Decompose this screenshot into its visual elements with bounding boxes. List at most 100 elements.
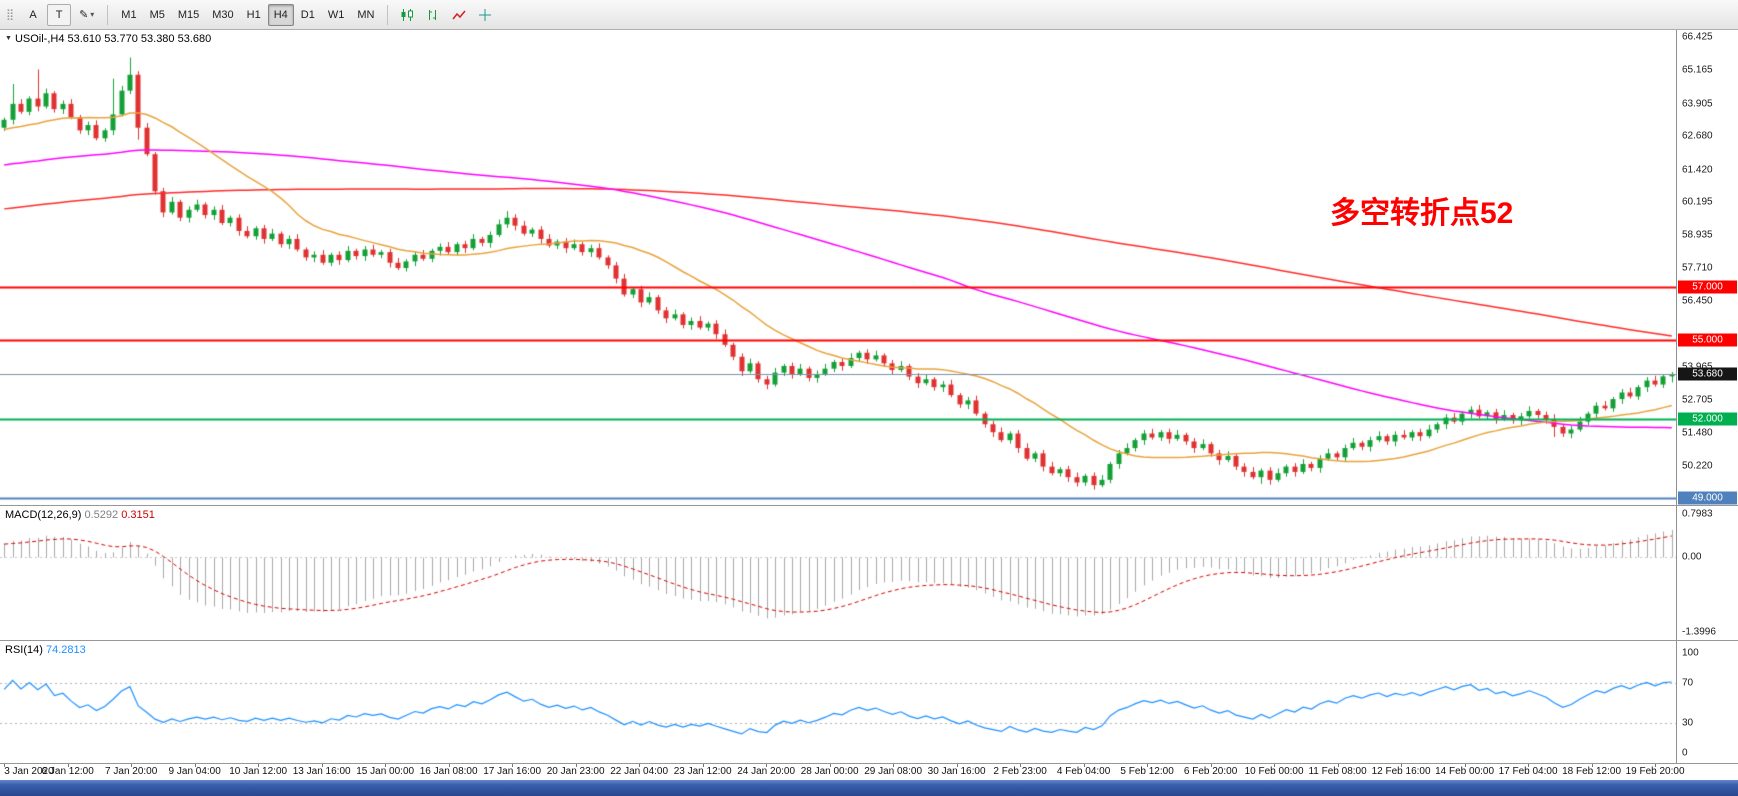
time-tick xyxy=(956,764,958,767)
time-label: 3 Jan 2020 xyxy=(4,766,54,777)
price-tick: 51.480 xyxy=(1682,427,1713,439)
timeframe-button-d1[interactable]: D1 xyxy=(300,8,315,21)
time-tick xyxy=(1591,764,1593,767)
time-label: 24 Jan 20:00 xyxy=(737,766,796,777)
time-tick xyxy=(1210,764,1212,767)
arrow-text-tool-button[interactable]: A xyxy=(29,8,37,21)
timeframe-button-m1[interactable]: M1 xyxy=(121,8,137,21)
crosshair-icon xyxy=(479,8,492,21)
price-badge-55.000: 55.000 xyxy=(1678,333,1737,347)
time-tick xyxy=(131,764,133,767)
candlestick-icon xyxy=(401,8,414,21)
line-chart-icon xyxy=(452,10,467,19)
time-tick xyxy=(702,764,704,767)
rsi-axis-30: 30 xyxy=(1682,717,1694,729)
time-tick xyxy=(575,764,577,767)
time-tick xyxy=(321,764,323,767)
time-tick xyxy=(1464,764,1466,767)
macd-signal-value: 0.3151 xyxy=(121,509,155,521)
price-tick: 66.425 xyxy=(1682,31,1713,43)
rsi-axis[interactable]: 100 70 30 0 xyxy=(1676,641,1738,763)
rsi-axis-100: 100 xyxy=(1682,647,1699,659)
macd-axis-max: 0.7983 xyxy=(1682,508,1713,520)
time-tick xyxy=(1528,764,1530,767)
timeframe-group: M1 M5 M15 M30 H1 H4 D1 W1 MN xyxy=(115,3,380,26)
time-label: 11 Feb 08:00 xyxy=(1308,766,1367,777)
time-axis-labels: 3 Jan 2020 6 Jan 12:00 7 Jan 20:00 9 Jan 04… xyxy=(0,764,1685,781)
price-badge-49.000: 49.000 xyxy=(1678,491,1737,505)
rsi-canvas[interactable] xyxy=(0,641,1676,763)
timeframe-button-m15[interactable]: M15 xyxy=(177,8,200,21)
timeframe-button-m30[interactable]: M30 xyxy=(212,8,234,21)
time-tick xyxy=(258,764,260,767)
rsi-axis-70: 70 xyxy=(1682,677,1694,689)
toolbar: ⣿ A T ✎ ▾ M1 M5 M15 M30 H1 H4 D1 W1 MN xyxy=(0,0,1738,30)
symbol-header[interactable]: ▼ USOil-,H4 53.610 53.770 53.380 53.680 xyxy=(5,33,211,45)
time-axis[interactable]: 3 Jan 2020 6 Jan 12:00 7 Jan 20:00 9 Jan 04… xyxy=(0,763,1738,780)
taskbar-strip xyxy=(0,780,1738,796)
symbol-ohlc-text: USOil-,H4 53.610 53.770 53.380 53.680 xyxy=(14,33,212,45)
rsi-title: RSI(14) xyxy=(5,644,43,656)
text-tool-button[interactable]: T xyxy=(47,3,72,26)
time-tick xyxy=(448,764,450,767)
toolbar-drag-handle-icon[interactable]: ⣿ xyxy=(6,9,14,21)
time-tick xyxy=(639,764,641,767)
time-tick xyxy=(4,764,6,767)
time-label: 28 Jan 00:00 xyxy=(800,766,859,777)
price-badge-57.000: 57.000 xyxy=(1678,280,1737,294)
rsi-panel: RSI(14) 74.2813 100 70 30 0 xyxy=(0,640,1738,763)
price-chart-canvas[interactable] xyxy=(0,30,1676,505)
price-tick: 53.965 xyxy=(1682,361,1713,373)
macd-axis[interactable]: 0.7983 0.00 -1.3996 xyxy=(1676,506,1738,640)
trend-annotation: 多空转折点52 xyxy=(1330,197,1514,230)
time-tick xyxy=(829,764,831,767)
time-label: 10 Jan 12:00 xyxy=(229,766,288,777)
price-tick: 56.450 xyxy=(1682,295,1713,307)
draw-tool-button[interactable]: ✎ ▾ xyxy=(73,4,100,26)
rsi-header: RSI(14) 74.2813 xyxy=(5,644,86,656)
macd-axis-zero: 0.00 xyxy=(1682,551,1702,563)
toolbar-separator xyxy=(387,4,389,25)
macd-main-value: 0.5292 xyxy=(84,509,119,521)
price-tick: 50.220 xyxy=(1682,460,1713,472)
timeframe-button-h1[interactable]: H1 xyxy=(246,8,261,21)
price-tick: 61.420 xyxy=(1682,164,1713,176)
candlestick-chart-button[interactable] xyxy=(395,4,419,26)
time-label: 22 Jan 04:00 xyxy=(610,766,669,777)
timeframe-button-m5[interactable]: M5 xyxy=(149,8,165,21)
time-label: 6 Feb 20:00 xyxy=(1183,766,1238,777)
rsi-axis-0: 0 xyxy=(1682,747,1688,759)
time-label: 15 Jan 00:00 xyxy=(356,766,415,777)
time-label: 6 Jan 12:00 xyxy=(41,766,94,777)
time-label: 19 Feb 20:00 xyxy=(1625,766,1685,777)
price-tick: 58.935 xyxy=(1682,229,1713,241)
timeframe-button-w1[interactable]: W1 xyxy=(327,8,345,21)
price-tick: 52.705 xyxy=(1682,394,1713,406)
macd-header: MACD(12,26,9) 0.5292 0.3151 xyxy=(5,509,155,521)
time-label: 29 Jan 08:00 xyxy=(864,766,923,777)
bar-chart-button[interactable] xyxy=(421,4,445,26)
time-label: 9 Jan 04:00 xyxy=(168,766,221,777)
pencil-icon: ✎ xyxy=(79,9,89,21)
price-badge-52.000: 52.000 xyxy=(1678,412,1737,426)
time-label: 2 Feb 23:00 xyxy=(993,766,1047,777)
macd-axis-min: -1.3996 xyxy=(1682,626,1716,638)
rsi-value: 74.2813 xyxy=(45,644,86,656)
time-tick xyxy=(1337,764,1339,767)
line-chart-button[interactable] xyxy=(447,4,471,26)
price-tick: 63.905 xyxy=(1682,98,1713,110)
timeframe-button-h4[interactable]: H4 xyxy=(267,3,294,26)
toolbar-separator xyxy=(107,4,109,25)
crosshair-button[interactable] xyxy=(473,4,497,26)
time-tick xyxy=(893,764,895,767)
timeframe-button-mn[interactable]: MN xyxy=(357,8,375,21)
time-label: 18 Feb 12:00 xyxy=(1562,766,1622,777)
time-tick xyxy=(1401,764,1403,767)
macd-canvas[interactable] xyxy=(0,506,1676,640)
price-tick: 65.165 xyxy=(1682,64,1713,76)
time-tick xyxy=(766,764,768,767)
price-axis[interactable]: 66.425 65.165 63.905 62.680 61.420 60.195 58.9… xyxy=(1676,30,1738,505)
time-tick xyxy=(1655,764,1657,767)
time-tick xyxy=(1274,764,1276,767)
time-label: 14 Feb 00:00 xyxy=(1435,766,1495,777)
